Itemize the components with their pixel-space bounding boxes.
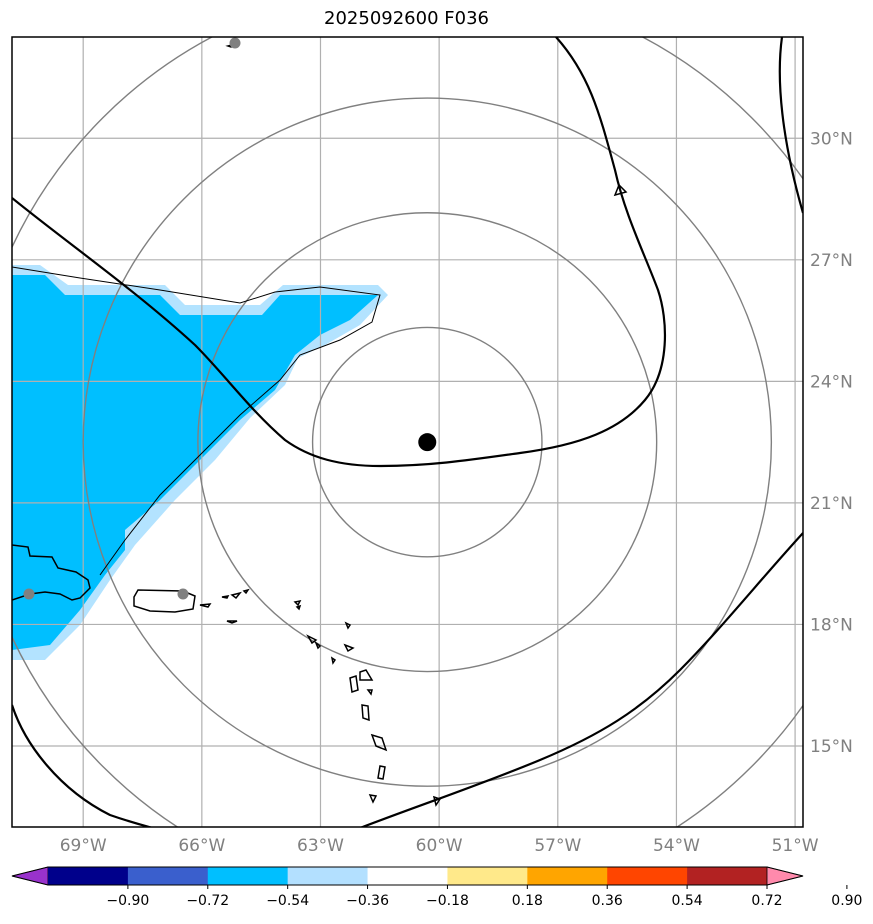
- colorbar-label: −0.54: [266, 893, 309, 909]
- latitude-label: 30°N: [810, 129, 853, 149]
- island: [366, 689, 373, 696]
- colorbar-extend-high: [766, 866, 804, 886]
- colorbar-segment: [607, 867, 688, 885]
- latitude-label: 15°N: [810, 737, 853, 757]
- longitude-labels: 69°W 66°W 63°W 60°W 57°W 54°W 51°W: [60, 836, 819, 856]
- range-rings: [12, 37, 803, 827]
- island: [226, 620, 238, 624]
- station-dot: [23, 588, 35, 600]
- colorbar-extend-low: [11, 866, 49, 886]
- range-ring: [82, 97, 773, 787]
- map-frame: [11, 36, 804, 828]
- colorbar-segment: [687, 867, 768, 885]
- range-ring: [311, 326, 543, 558]
- colorbar-label: 0.72: [751, 893, 782, 909]
- island: [343, 643, 355, 653]
- station-markers: [23, 37, 241, 600]
- contour-line-main: [12, 37, 666, 468]
- colorbar-segment: [447, 867, 528, 885]
- station-dot: [177, 588, 189, 600]
- anomaly-region: [12, 275, 378, 650]
- colorbar-segment: [207, 867, 289, 885]
- contour-line-northeast: [778, 37, 803, 214]
- island: [432, 795, 442, 807]
- colorbar-label: −0.90: [106, 893, 149, 909]
- colorbar-segment: [287, 867, 369, 885]
- contour-notch: [613, 183, 628, 197]
- contour-lines: [12, 37, 803, 827]
- contour-line-south: [12, 704, 154, 827]
- longitude-label: 51°W: [772, 836, 819, 856]
- colorbar-segment: [527, 867, 608, 885]
- colorbar-label: 0.54: [672, 893, 703, 909]
- island: [314, 640, 322, 650]
- island: [230, 591, 242, 600]
- colorbar: −0.90 −0.72 −0.54 −0.36 −0.18 0.18 0.36 0.54 0.7…: [11, 866, 862, 909]
- colorbar-segment: [367, 867, 448, 885]
- longitude-label: 57°W: [534, 836, 581, 856]
- island: [377, 765, 386, 780]
- island: [361, 704, 370, 722]
- range-ring: [197, 212, 658, 673]
- island: [349, 675, 359, 693]
- island: [306, 634, 318, 645]
- colorbar-segment: [127, 867, 209, 885]
- colorbar-segment: [48, 867, 129, 885]
- island: [370, 733, 388, 752]
- island: [293, 599, 302, 607]
- colorbar-outline: [11, 866, 804, 886]
- island: [368, 794, 378, 804]
- island: [221, 595, 230, 599]
- longitude-label: 66°W: [178, 836, 225, 856]
- latitude-labels: 15°N 18°N 21°N 24°N 27°N 30°N: [810, 129, 853, 757]
- latitude-label: 27°N: [810, 251, 853, 271]
- island: [344, 621, 352, 630]
- hispaniola-coast: [12, 544, 91, 601]
- graticule: [12, 37, 803, 827]
- island: [359, 669, 374, 681]
- latitude-label: 18°N: [810, 615, 853, 635]
- contour-line-southeast: [359, 532, 803, 827]
- colorbar-label: −0.72: [186, 893, 229, 909]
- map-title: 2025092600 F036: [324, 8, 489, 29]
- longitude-label: 54°W: [653, 836, 700, 856]
- island: [295, 604, 302, 611]
- longitude-label: 69°W: [60, 836, 107, 856]
- latitude-label: 21°N: [810, 494, 853, 514]
- shoreline-north: [12, 266, 381, 576]
- colorbar-label: 0.90: [831, 893, 862, 909]
- station-dot: [229, 37, 241, 49]
- island: [330, 656, 337, 665]
- island: [242, 588, 250, 595]
- colorbar-label: −0.36: [346, 893, 389, 909]
- longitude-label: 60°W: [416, 836, 463, 856]
- latitude-label: 24°N: [810, 372, 853, 392]
- colorbar-label: 0.36: [592, 893, 623, 909]
- storm-center-marker: [418, 433, 437, 452]
- colorbar-label: 0.18: [512, 893, 543, 909]
- colorbar-label: −0.18: [426, 893, 469, 909]
- puerto-rico-coast: [133, 589, 196, 613]
- coastlines: [12, 43, 442, 807]
- island: [199, 603, 212, 608]
- longitude-label: 63°W: [297, 836, 344, 856]
